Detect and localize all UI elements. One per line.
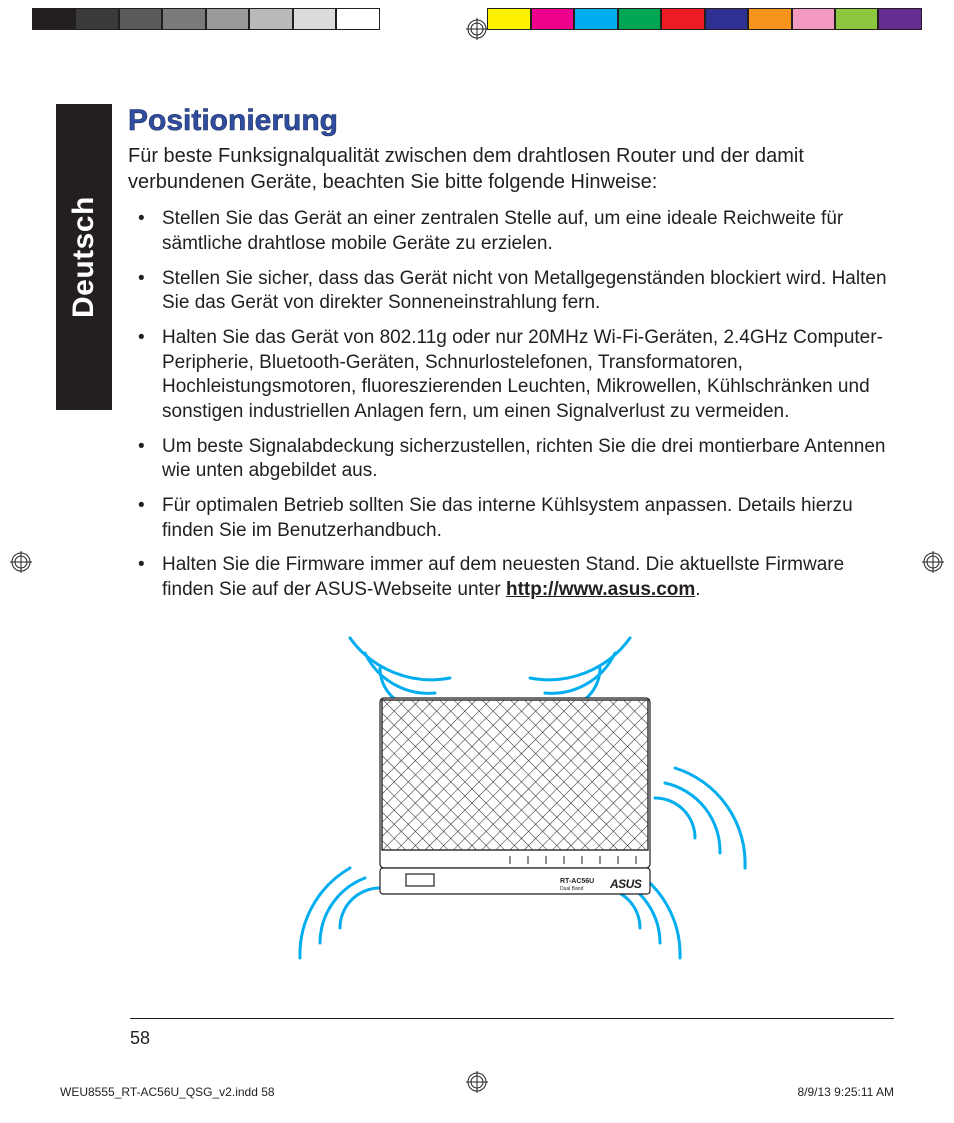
router-model-sublabel: Dual Band bbox=[560, 886, 584, 892]
indesign-slug-right: 8/9/13 9:25:11 AM bbox=[797, 1085, 894, 1099]
list-item-text: . bbox=[695, 579, 700, 600]
swatch bbox=[878, 8, 921, 30]
swatch bbox=[206, 8, 249, 30]
footer-rule bbox=[130, 1018, 894, 1019]
firmware-url: http://www.asus.com bbox=[506, 579, 695, 600]
swatch bbox=[75, 8, 118, 30]
swatch bbox=[748, 8, 791, 30]
swatch bbox=[487, 8, 530, 30]
router-model-label: RT-AC56U bbox=[560, 878, 594, 885]
swatch bbox=[162, 8, 205, 30]
swatch bbox=[32, 8, 75, 30]
list-item: Stellen Sie das Gerät an einer zentralen… bbox=[128, 207, 898, 256]
list-item: Halten Sie die Firmware immer auf dem ne… bbox=[128, 553, 898, 602]
list-item: Um beste Signalabdeckung sicherzustellen… bbox=[128, 435, 898, 484]
indesign-slug-left: WEU8555_RT-AC56U_QSG_v2.indd 58 bbox=[60, 1085, 275, 1099]
swatch bbox=[336, 8, 379, 30]
router-signal-diagram: RT-AC56U Dual Band ASUS bbox=[210, 598, 770, 998]
swatch bbox=[705, 8, 748, 30]
registration-mark-icon bbox=[922, 551, 944, 573]
swatch bbox=[293, 8, 336, 30]
list-item: Stellen Sie sicher, dass das Gerät nicht… bbox=[128, 267, 898, 316]
swatch bbox=[119, 8, 162, 30]
swatch bbox=[835, 8, 878, 30]
swatch bbox=[531, 8, 574, 30]
bullet-list: Stellen Sie das Gerät an einer zentralen… bbox=[128, 207, 898, 603]
list-item: Für optimalen Betrieb sollten Sie das in… bbox=[128, 494, 898, 543]
swatch bbox=[574, 8, 617, 30]
section-title: Positionierung bbox=[128, 104, 898, 138]
registration-mark-icon bbox=[466, 1071, 488, 1093]
swatch bbox=[661, 8, 704, 30]
swatch bbox=[249, 8, 292, 30]
registration-mark-icon bbox=[466, 18, 488, 40]
registration-mark-icon bbox=[10, 551, 32, 573]
intro-paragraph: Für beste Funksignalqualität zwischen de… bbox=[128, 144, 898, 195]
list-item-text: Halten Sie die Firmware immer auf dem ne… bbox=[162, 554, 844, 600]
brand-logo: ASUS bbox=[609, 877, 642, 891]
swatch bbox=[792, 8, 835, 30]
swatch bbox=[618, 8, 661, 30]
page-number: 58 bbox=[130, 1028, 150, 1049]
list-item: Halten Sie das Gerät von 802.11g oder nu… bbox=[128, 326, 898, 425]
